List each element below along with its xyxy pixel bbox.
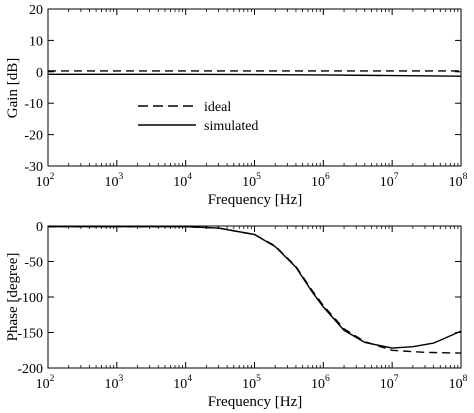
phase-series-ideal xyxy=(48,225,462,354)
gain-panel: Gain [dB] Frequency [Hz] ideal simulated… xyxy=(5,3,468,208)
gain-y-tick-label: -20 xyxy=(24,129,43,144)
phase-plot-frame xyxy=(47,225,462,369)
phase-panel: Phase [degree] Frequency [Hz] 102 103 104 1… xyxy=(5,220,468,410)
legend-ideal-label: ideal xyxy=(204,100,231,115)
phase-x-tick-label: 107 xyxy=(380,374,399,392)
legend-simulated-label: simulated xyxy=(204,119,258,134)
phase-series-simulated xyxy=(48,225,462,349)
phase-y-tick-label: -50 xyxy=(24,256,43,271)
phase-x-tick-label: 104 xyxy=(173,374,192,392)
gain-y-tick-label: 10 xyxy=(29,34,43,49)
phase-x-tick-label: 105 xyxy=(242,374,261,392)
phase-x-tick-label: 108 xyxy=(449,374,468,392)
phase-y-tick-label: -100 xyxy=(17,291,43,306)
gain-legend: ideal simulated xyxy=(138,100,258,134)
gain-x-tick-label: 104 xyxy=(173,172,192,190)
phase-x-tick-label: 106 xyxy=(311,374,330,392)
gain-plot-frame xyxy=(47,8,462,167)
phase-y-tick-label: -150 xyxy=(17,327,43,342)
gain-x-label: Frequency [Hz] xyxy=(208,192,303,208)
phase-x-tick-label: 103 xyxy=(104,374,123,392)
gain-series-simulated xyxy=(48,73,462,77)
gain-y-tick-label: -10 xyxy=(24,97,43,112)
gain-x-tick-label: 105 xyxy=(242,172,261,190)
gain-x-tick-label: 103 xyxy=(104,172,123,190)
gain-y-tick-label: 20 xyxy=(29,3,43,18)
phase-x-label: Frequency [Hz] xyxy=(208,394,303,410)
phase-y-label: Phase [degree] xyxy=(5,253,21,342)
phase-y-tick-label: 0 xyxy=(36,220,43,235)
gain-y-tick-label: -30 xyxy=(24,160,43,175)
gain-x-tick-label: 106 xyxy=(311,172,330,190)
phase-y-tick-label: -200 xyxy=(17,362,43,377)
gain-y-tick-label: 0 xyxy=(36,66,43,81)
gain-y-label: Gain [dB] xyxy=(5,58,21,118)
gain-x-tick-label: 107 xyxy=(380,172,399,190)
gain-x-tick-label: 108 xyxy=(449,172,468,190)
